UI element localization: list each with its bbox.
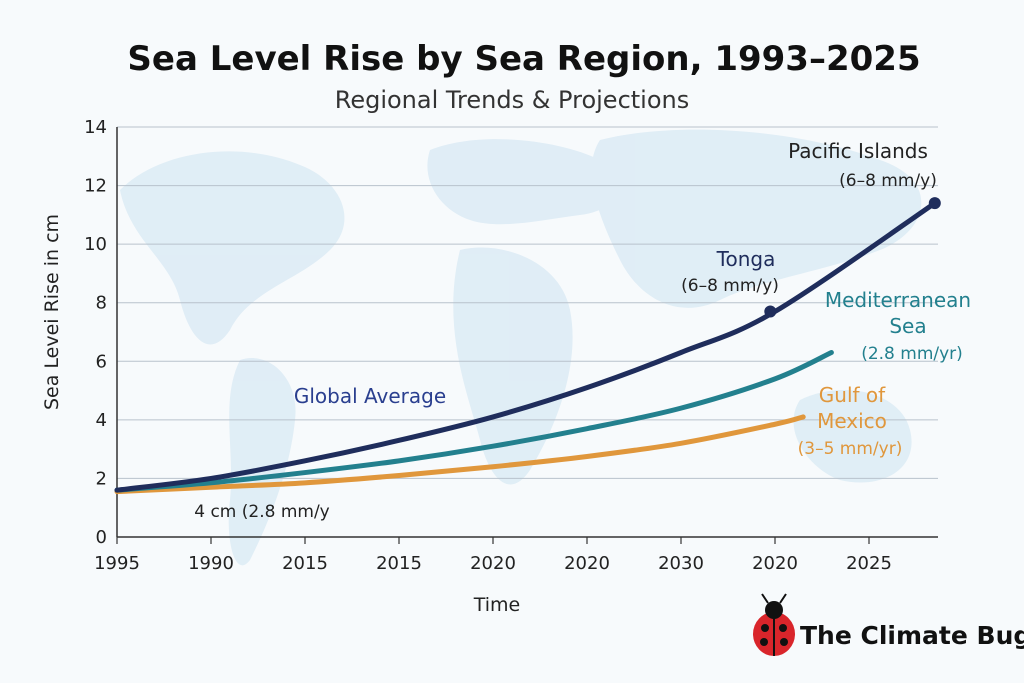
x-tick-label-7: 2020 — [752, 553, 798, 574]
y-tick-label-8: 8 — [96, 293, 107, 314]
marker-tonga — [764, 305, 777, 318]
brand-logo: The Climate Bug — [753, 593, 1024, 656]
chart-subtitle: Regional Trends & Projections — [335, 86, 690, 114]
x-tick-label-8: 2025 — [846, 553, 892, 574]
tonga-rate: (6–8 mm/y) — [681, 276, 779, 296]
global-rate-label: 4 cm (2.8 mm/y — [194, 502, 330, 522]
y-tick-label-2: 2 — [96, 468, 107, 489]
y-tick-label-6: 6 — [96, 351, 107, 372]
chart-title: Sea Level Rise by Sea Region, 1993–2025 — [127, 39, 920, 79]
y-axis-label: Sea Levei Rise in cm — [41, 214, 63, 410]
series-markers — [764, 197, 941, 318]
mediterranean-label-line2: Sea — [889, 314, 926, 338]
series-line-mediterranean-sea — [114, 350, 834, 493]
grid-lines — [117, 126, 938, 479]
x-tick-label-6: 2030 — [658, 553, 704, 574]
x-tick-label-1: 1990 — [188, 553, 234, 574]
x-tick-label-4: 2020 — [470, 553, 516, 574]
global-average-label: Global Average — [294, 384, 446, 408]
x-tick-label-2: 2015 — [282, 553, 328, 574]
y-tick-label-4: 4 — [96, 410, 107, 431]
series-line-gulf-of-mexico — [114, 414, 806, 495]
y-tick-label-12: 12 — [84, 176, 107, 197]
mediterranean-rate: (2.8 mm/yr) — [861, 344, 963, 364]
x-axis-label: Time — [473, 594, 521, 616]
axes — [116, 127, 938, 544]
x-tick-labels: 1995 1990 2015 2015 2020 2020 2030 2020 2025 — [94, 553, 892, 574]
y-tick-labels: 0 2 4 6 8 10 12 14 — [84, 117, 107, 548]
tonga-label: Tonga — [716, 247, 776, 271]
world-map-background — [120, 129, 922, 566]
series-end-marker-pacific-islands — [928, 197, 941, 210]
x-tick-label-5: 2020 — [564, 553, 610, 574]
x-tick-label-0: 1995 — [94, 553, 140, 574]
x-tick-label-3: 2015 — [376, 553, 422, 574]
gulf-label-line2: Mexico — [817, 409, 887, 433]
ladybug-icon — [753, 593, 795, 656]
y-tick-label-14: 14 — [84, 117, 107, 138]
gulf-label-line1: Gulf of — [819, 383, 886, 407]
pacific-islands-label: Pacific Islands — [788, 139, 928, 163]
pacific-islands-rate: (6–8 mm/y) — [839, 171, 937, 191]
brand-name: The Climate Bug — [800, 621, 1024, 650]
y-tick-label-10: 10 — [84, 234, 107, 255]
mediterranean-label-line1: Mediterranean — [825, 288, 971, 312]
y-tick-label-0: 0 — [96, 527, 107, 548]
gulf-rate: (3–5 mm/yr) — [798, 439, 903, 459]
